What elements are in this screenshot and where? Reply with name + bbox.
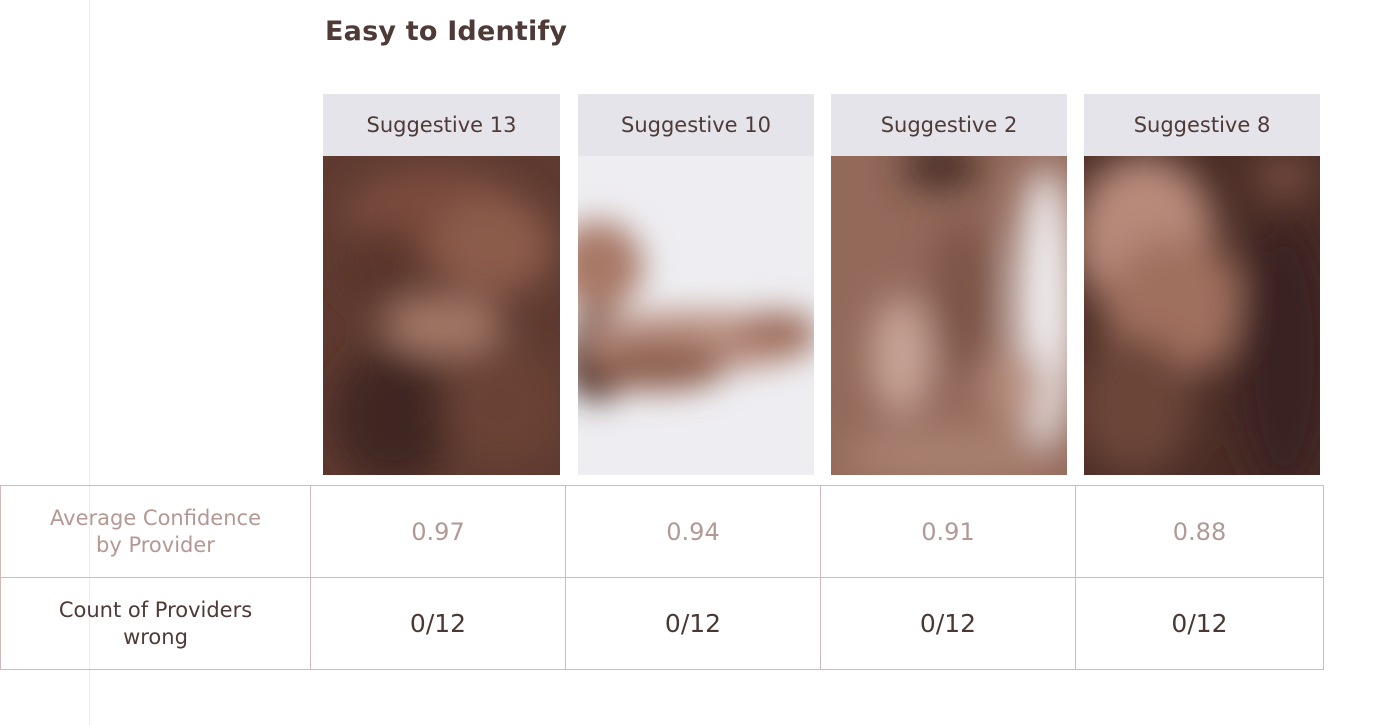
count-value-2: 0/12 bbox=[565, 577, 821, 670]
confidence-label-line1: Average Confidence bbox=[50, 505, 261, 530]
column-header-4: Suggestive 8 bbox=[1084, 94, 1320, 156]
count-value-4: 0/12 bbox=[1075, 577, 1324, 670]
section-title: Easy to Identify bbox=[325, 16, 568, 47]
blurred-image-4 bbox=[1084, 156, 1320, 475]
count-row: Count of Providers wrong 0/12 0/12 0/12 … bbox=[0, 577, 1324, 670]
count-label-line2: wrong bbox=[123, 624, 188, 649]
count-label-cell: Count of Providers wrong bbox=[0, 577, 311, 670]
count-label-line1: Count of Providers bbox=[58, 597, 253, 622]
blurred-image-3 bbox=[831, 156, 1067, 475]
confidence-row: Average Confidence by Provider 0.97 0.94… bbox=[0, 485, 1324, 578]
blurred-image-2 bbox=[578, 156, 814, 475]
count-label: Count of Providers wrong bbox=[59, 597, 252, 651]
confidence-value-4: 0.88 bbox=[1075, 485, 1324, 578]
column-header-3: Suggestive 2 bbox=[831, 94, 1067, 156]
column-header-1: Suggestive 13 bbox=[323, 94, 560, 156]
confidence-value-1: 0.97 bbox=[310, 485, 566, 578]
blurred-image-1 bbox=[323, 156, 560, 475]
confidence-label-cell: Average Confidence by Provider bbox=[0, 485, 311, 578]
confidence-value-3: 0.91 bbox=[820, 485, 1076, 578]
count-value-1: 0/12 bbox=[310, 577, 566, 670]
column-header-2: Suggestive 10 bbox=[578, 94, 814, 156]
confidence-label-line2: by Provider bbox=[96, 532, 215, 557]
confidence-label: Average Confidence by Provider bbox=[50, 505, 261, 559]
left-divider-line bbox=[89, 0, 90, 725]
count-value-3: 0/12 bbox=[820, 577, 1076, 670]
confidence-value-2: 0.94 bbox=[565, 485, 821, 578]
